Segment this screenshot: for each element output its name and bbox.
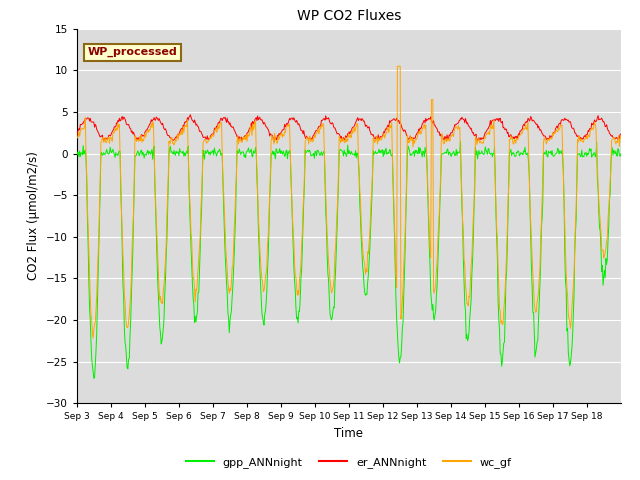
Text: WP_processed: WP_processed (88, 47, 177, 57)
Legend: gpp_ANNnight, er_ANNnight, wc_gf: gpp_ANNnight, er_ANNnight, wc_gf (182, 453, 516, 472)
Y-axis label: CO2 Flux (μmol/m2/s): CO2 Flux (μmol/m2/s) (28, 152, 40, 280)
Title: WP CO2 Fluxes: WP CO2 Fluxes (296, 10, 401, 24)
X-axis label: Time: Time (334, 427, 364, 440)
